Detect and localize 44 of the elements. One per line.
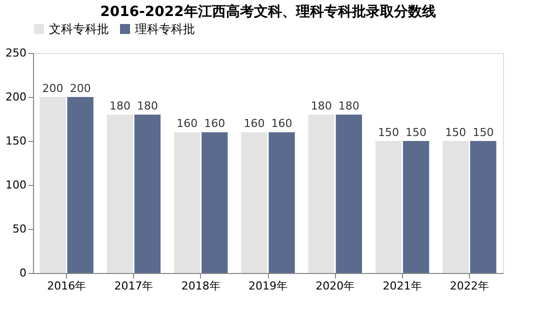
data-label: 150 xyxy=(378,126,400,139)
data-label: 150 xyxy=(472,126,494,139)
y-tick-label: 200 xyxy=(6,90,26,104)
x-tick-label: 2017年 xyxy=(114,280,154,292)
x-tick-label: 2022年 xyxy=(450,280,489,292)
bar xyxy=(241,132,268,273)
bar xyxy=(40,97,66,273)
bar xyxy=(268,132,295,273)
bar xyxy=(442,141,469,273)
x-tick-label: 2016年 xyxy=(47,280,86,292)
data-label: 200 xyxy=(70,82,91,95)
x-tick-label: 2018年 xyxy=(181,280,220,292)
bar xyxy=(375,141,402,273)
data-label: 160 xyxy=(204,117,226,130)
data-label: 180 xyxy=(310,100,332,113)
data-label: 150 xyxy=(406,126,427,139)
bar xyxy=(106,114,134,273)
y-tick-label: 0 xyxy=(20,266,26,280)
y-tick-label: 150 xyxy=(6,134,26,148)
x-tick-label: 2021年 xyxy=(382,280,422,292)
bar xyxy=(308,114,334,273)
y-tick-label: 100 xyxy=(6,178,26,192)
data-label: 160 xyxy=(176,117,198,130)
data-label: 180 xyxy=(338,100,360,113)
bar xyxy=(202,132,228,273)
legend-label: 文科专科批 xyxy=(49,22,109,36)
bar xyxy=(174,132,200,273)
x-tick-label: 2020年 xyxy=(316,280,355,292)
bar xyxy=(402,141,430,273)
data-label: 160 xyxy=(244,117,265,130)
legend-label: 理科专科批 xyxy=(135,22,195,36)
data-label: 160 xyxy=(271,117,292,130)
chart-title: 2016-2022年江西高考文科、理科专科批录取分数线 xyxy=(100,3,436,20)
y-tick-label: 250 xyxy=(6,46,26,60)
y-tick-label: 50 xyxy=(12,222,26,236)
bar xyxy=(67,97,94,273)
data-label: 180 xyxy=(136,100,158,113)
x-tick-label: 2019年 xyxy=(248,280,288,292)
data-label: 150 xyxy=(445,126,466,139)
bar xyxy=(134,114,161,273)
bar xyxy=(336,114,362,273)
bar xyxy=(470,141,496,273)
data-label: 200 xyxy=(42,82,64,95)
data-label: 180 xyxy=(109,100,130,113)
